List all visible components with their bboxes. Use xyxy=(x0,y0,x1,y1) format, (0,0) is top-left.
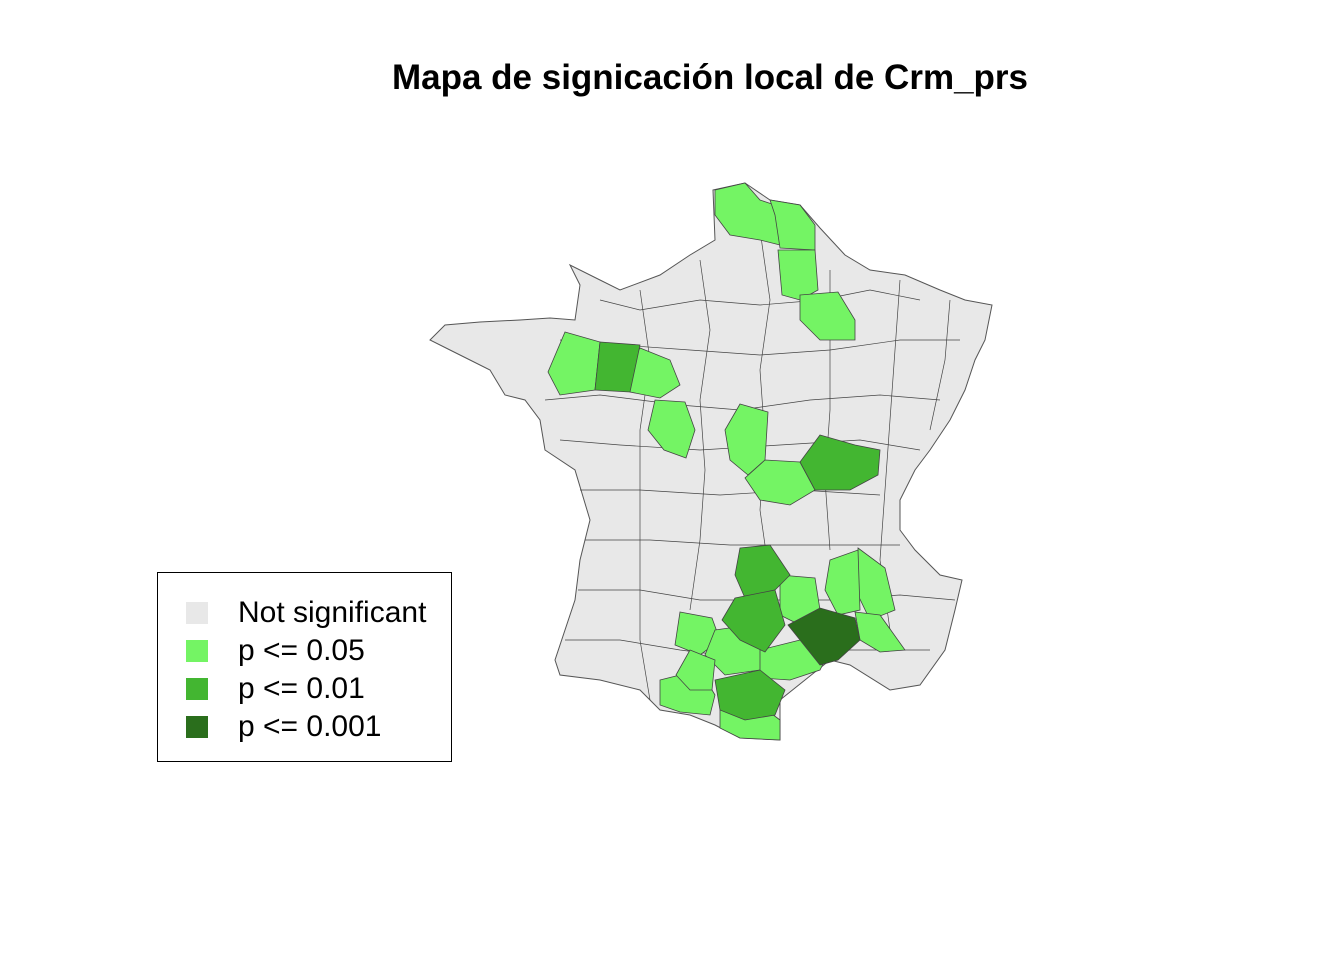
departments-p01 xyxy=(594,341,881,721)
legend-item: p <= 0.05 xyxy=(186,633,365,669)
department-ardeche xyxy=(824,549,861,616)
legend-swatch-p05 xyxy=(186,640,208,662)
legend-swatch-not-significant xyxy=(186,602,208,624)
legend-swatch-p01 xyxy=(186,678,208,700)
department-ille-et-vilaine xyxy=(547,331,601,396)
department-gers xyxy=(675,649,716,691)
departments-p05 xyxy=(547,182,906,741)
legend-label: p <= 0.01 xyxy=(238,672,365,705)
map-legend: Not significant p <= 0.05 p <= 0.01 p <=… xyxy=(157,572,452,762)
department-gard xyxy=(787,607,861,666)
legend-item: Not significant xyxy=(186,595,426,631)
departments-p001 xyxy=(787,607,861,666)
legend-label: Not significant xyxy=(238,596,427,629)
legend-item: p <= 0.001 xyxy=(186,709,381,745)
department-saone-et-loire xyxy=(799,434,881,491)
map-title: Mapa de signicación local de Crm_prs xyxy=(391,58,1029,97)
legend-item: p <= 0.01 xyxy=(186,671,365,707)
legend-swatch-p001 xyxy=(186,716,208,738)
legend-label: p <= 0.001 xyxy=(238,710,382,743)
department-marne xyxy=(799,291,856,341)
legend-label: p <= 0.05 xyxy=(238,634,365,667)
department-aisne xyxy=(777,249,819,301)
department-mayenne xyxy=(594,341,641,393)
department-indre-et-loire xyxy=(647,399,696,459)
department-aveyron xyxy=(721,589,786,653)
department-aude xyxy=(714,669,786,721)
